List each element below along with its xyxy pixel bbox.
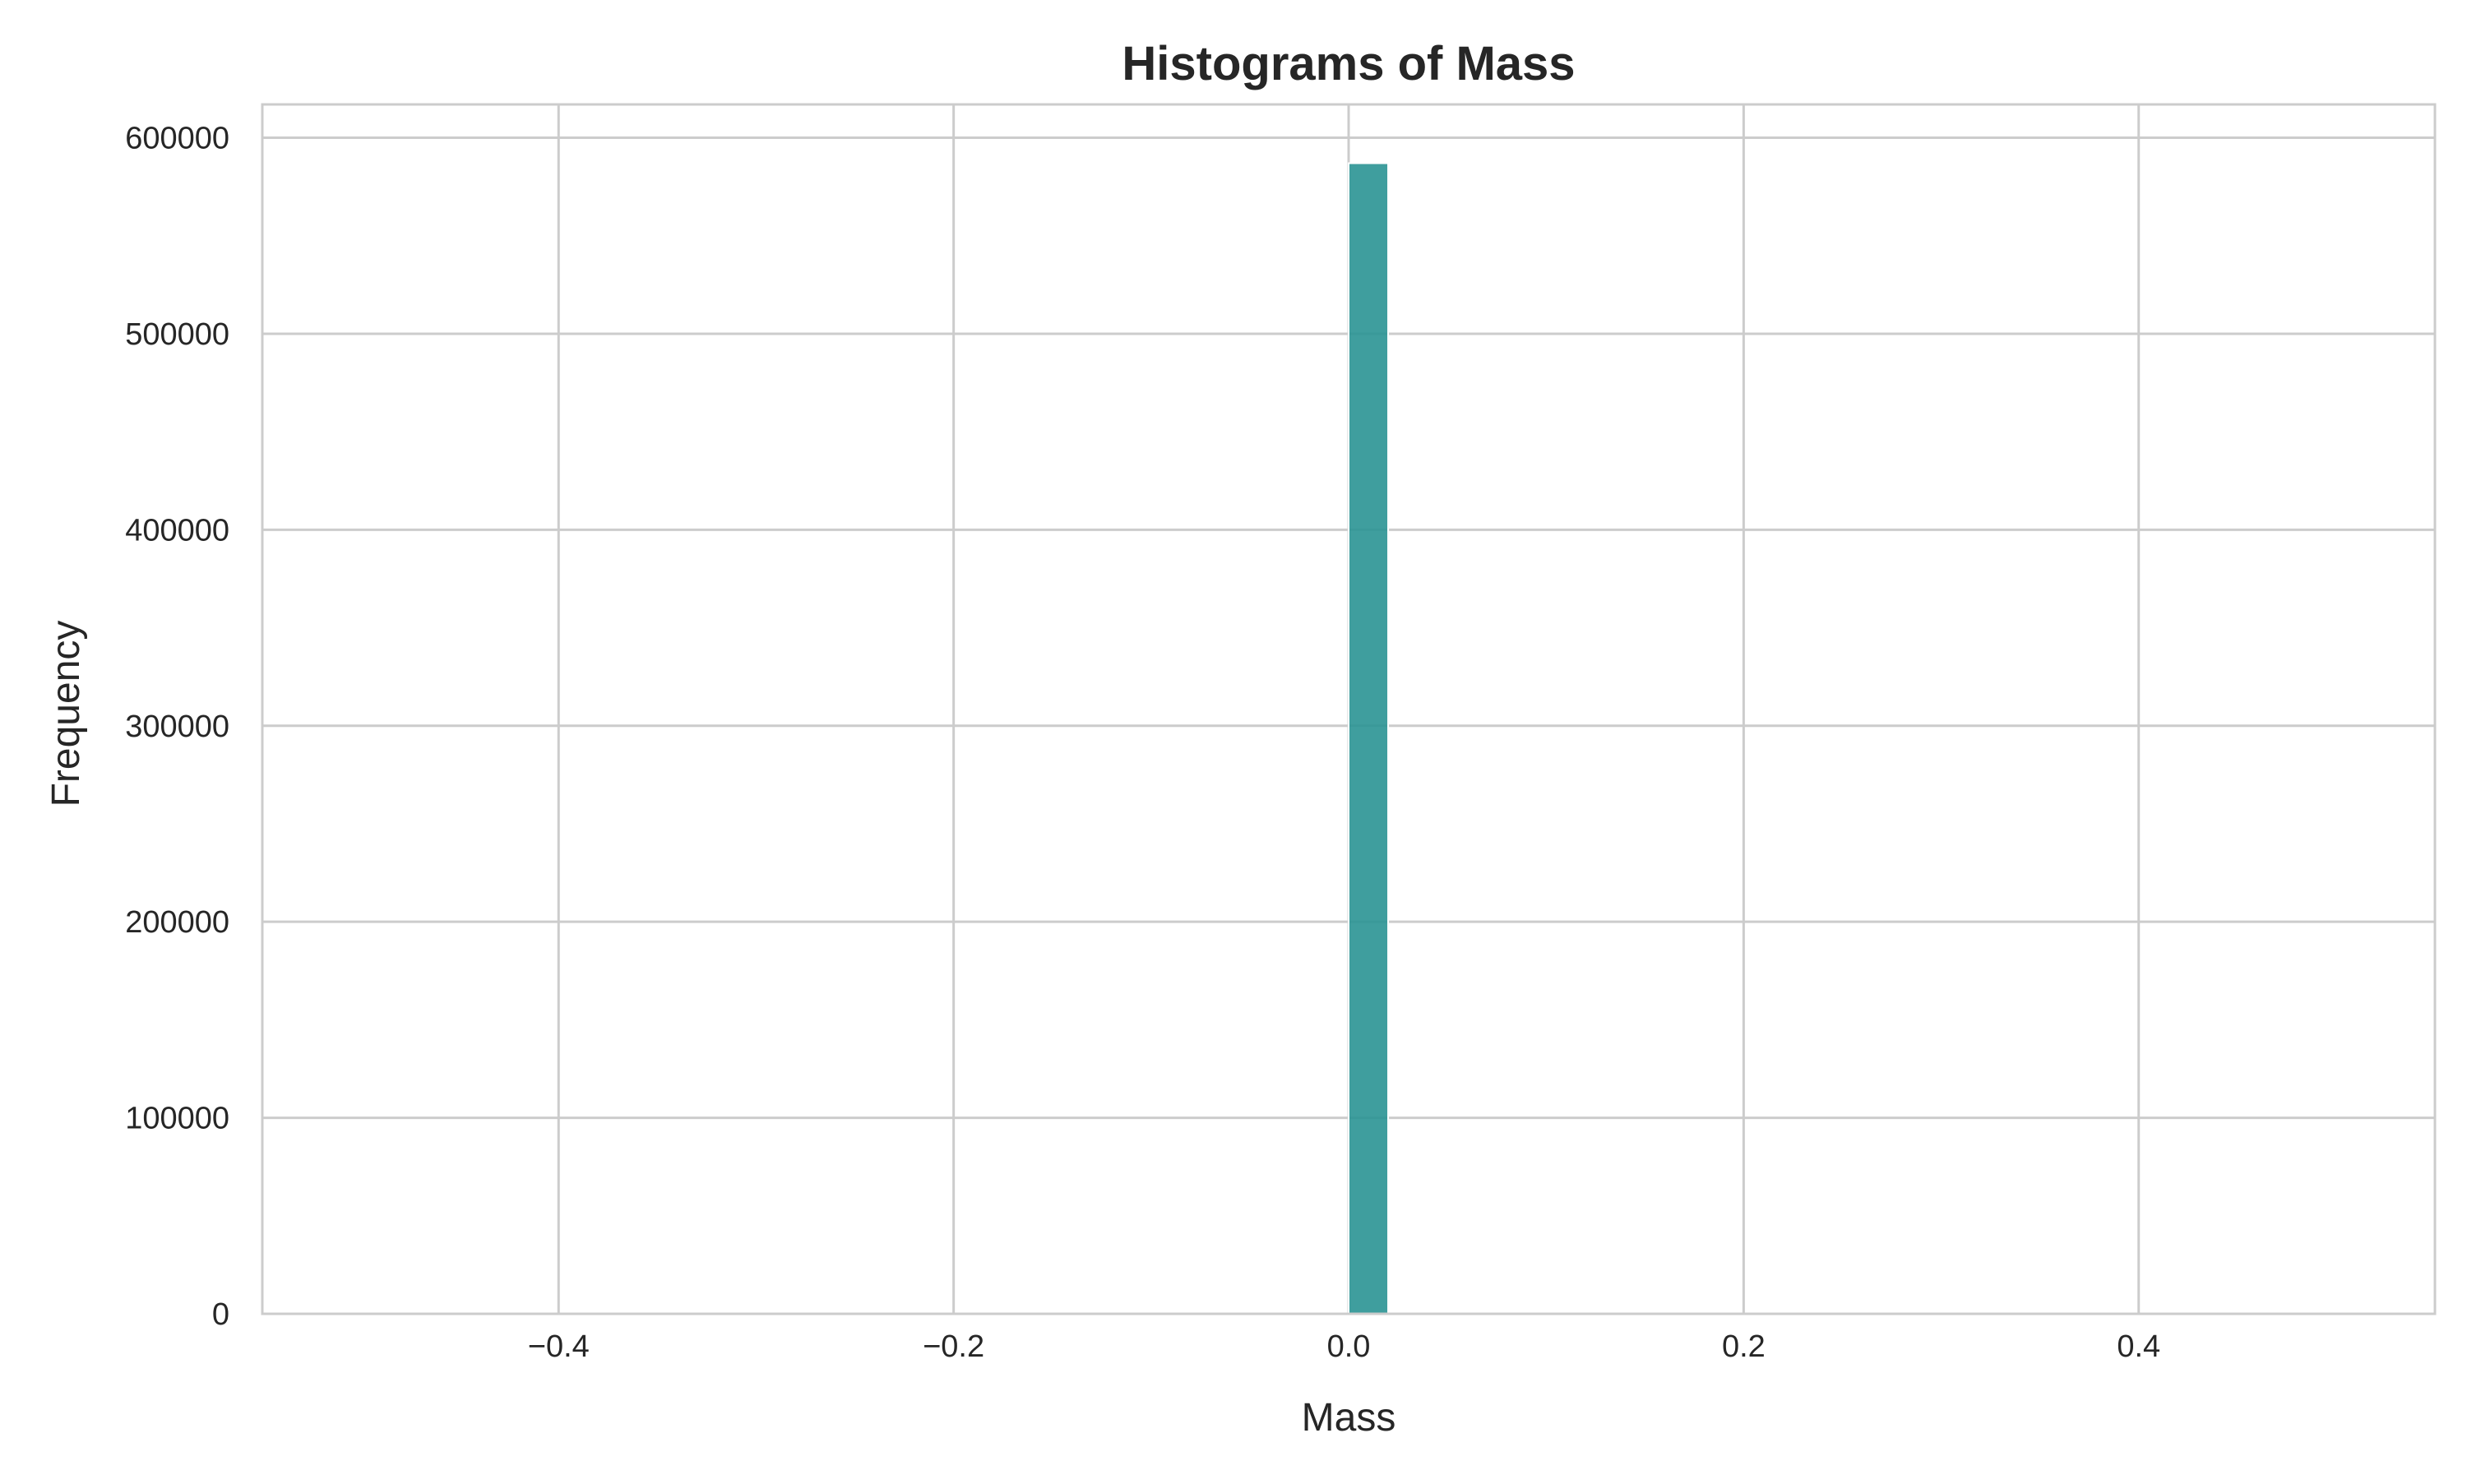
x-tick-label: −0.2 bbox=[923, 1329, 984, 1364]
plot-frame bbox=[261, 103, 2437, 1315]
y-tick-label: 500000 bbox=[125, 317, 229, 352]
y-axis-label: Frequency bbox=[44, 621, 88, 807]
y-tick-labels: 0 100000 200000 300000 400000 500000 600000 bbox=[125, 122, 229, 1332]
x-tick-labels: −0.4 −0.2 0.0 0.2 0.4 bbox=[528, 1329, 2160, 1364]
histogram-bar bbox=[1348, 162, 1390, 1315]
y-tick-label: 600000 bbox=[125, 122, 229, 156]
y-tick-label: 300000 bbox=[125, 710, 229, 744]
chart-title: Histograms of Mass bbox=[1122, 37, 1575, 90]
y-tick-label: 200000 bbox=[125, 905, 229, 940]
histogram-bars bbox=[1348, 162, 1390, 1315]
x-tick-label: 0.4 bbox=[2117, 1329, 2160, 1364]
x-tick-label: 0.2 bbox=[1722, 1329, 1766, 1364]
x-tick-label: −0.4 bbox=[528, 1329, 590, 1364]
y-tick-label: 400000 bbox=[125, 513, 229, 548]
x-tick-label: 0.0 bbox=[1327, 1329, 1371, 1364]
x-axis-label: Mass bbox=[1302, 1396, 1396, 1440]
y-tick-label: 100000 bbox=[125, 1102, 229, 1136]
y-tick-label: 0 bbox=[212, 1297, 229, 1332]
